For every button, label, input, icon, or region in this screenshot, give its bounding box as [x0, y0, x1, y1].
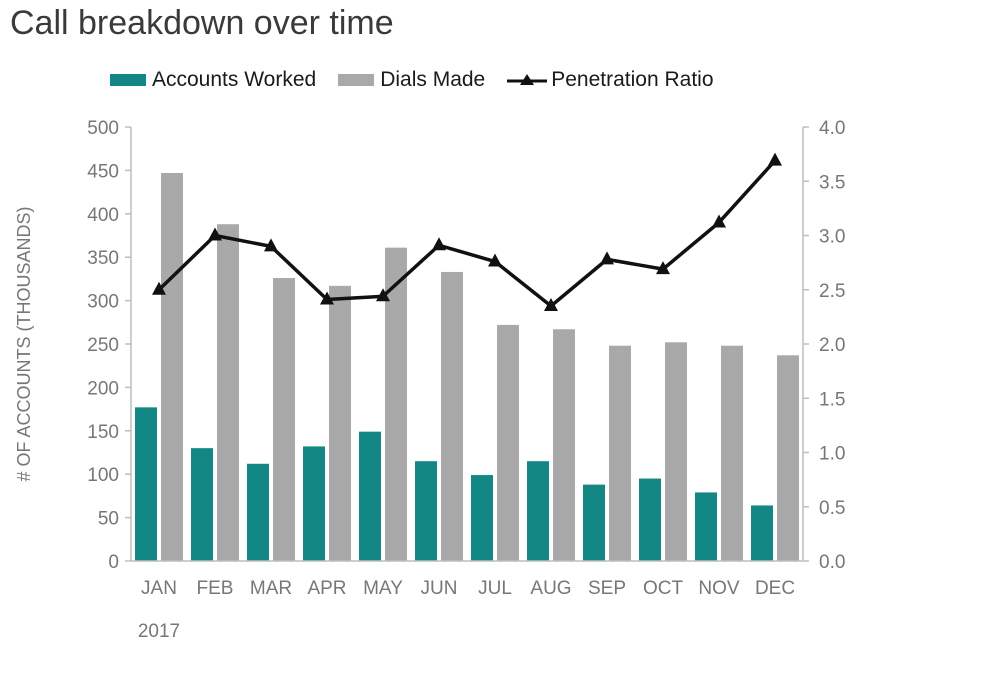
legend-item-dials-made: Dials Made: [338, 68, 485, 92]
penetration-ratio-marker-jun: [432, 237, 446, 251]
bar-accounts-worked-aug: [527, 461, 549, 561]
x-tick-label: MAY: [363, 578, 403, 599]
bar-dials-made-jan: [161, 173, 183, 561]
bar-accounts-worked-jun: [415, 461, 437, 561]
y2-tick-label: 2.0: [819, 335, 845, 356]
legend-item-penetration-ratio: Penetration Ratio: [507, 68, 714, 92]
bar-dials-made-nov: [721, 345, 743, 561]
penetration-ratio-marker-mar: [264, 238, 278, 252]
penetration-ratio-marker-jan: [152, 281, 166, 295]
bar-accounts-worked-dec: [751, 505, 773, 561]
x-tick-label: AUG: [530, 578, 571, 599]
bar-accounts-worked-jan: [135, 407, 157, 561]
bar-dials-made-aug: [553, 329, 575, 561]
y2-tick-label: 0.5: [819, 498, 845, 519]
y-tick-label: 150: [87, 422, 119, 443]
legend-swatch-accounts-worked: [110, 74, 146, 86]
legend-swatch-dials-made: [338, 74, 375, 86]
bar-accounts-worked-may: [359, 431, 381, 561]
bar-dials-made-sep: [609, 345, 631, 561]
bar-accounts-worked-sep: [583, 484, 605, 561]
legend-line-triangle-icon: [507, 74, 548, 85]
y2-tick-label: 0.0: [819, 552, 845, 573]
y-tick-label: 0: [108, 552, 119, 573]
y2-tick-label: 4.0: [819, 118, 845, 139]
penetration-ratio-marker-aug: [544, 298, 558, 312]
bar-dials-made-apr: [329, 285, 351, 561]
bar-dials-made-may: [385, 247, 407, 562]
x-tick-label: MAR: [250, 578, 292, 599]
y2-tick-label: 2.5: [819, 281, 845, 302]
bar-accounts-worked-nov: [695, 492, 717, 561]
x-tick-label: DEC: [755, 578, 795, 599]
penetration-ratio-marker-jul: [488, 253, 502, 267]
y2-tick-label: 1.5: [819, 389, 845, 410]
bar-accounts-worked-oct: [639, 478, 661, 561]
year-label: 2017: [138, 621, 180, 642]
bar-dials-made-mar: [273, 278, 295, 561]
y-tick-label: 300: [87, 292, 119, 313]
penetration-ratio-marker-nov: [712, 214, 726, 228]
penetration-ratio-line: [157, 159, 777, 308]
bar-dials-made-dec: [777, 355, 799, 561]
y-tick-label: 50: [98, 509, 119, 530]
y-tick-label: 500: [87, 118, 119, 139]
penetration-ratio-marker-sep: [600, 251, 614, 265]
legend-label-dials-made: Dials Made: [380, 68, 486, 91]
y-tick-label: 450: [87, 161, 119, 182]
y-axis-title: # OF ACCOUNTS (THOUSANDS): [14, 206, 34, 481]
bar-dials-made-feb: [217, 224, 239, 561]
bar-accounts-worked-mar: [247, 463, 269, 561]
y-tick-label: 250: [87, 335, 119, 356]
legend: Accounts Worked Dials Made Penetration R…: [110, 68, 736, 92]
y-tick-label: 400: [87, 205, 119, 226]
bar-dials-made-jun: [441, 271, 463, 561]
penetration-ratio-marker-feb: [208, 227, 222, 241]
legend-item-accounts-worked: Accounts Worked: [110, 68, 316, 92]
y2-tick-label: 3.5: [819, 172, 845, 193]
bar-dials-made-jul: [497, 324, 519, 561]
y-tick-label: 100: [87, 465, 119, 486]
x-tick-label: JUN: [421, 578, 458, 599]
y-tick-label: 200: [87, 378, 119, 399]
penetration-ratio-marker-apr: [320, 291, 334, 305]
bar-dials-made-oct: [665, 342, 687, 561]
x-tick-label: SEP: [588, 578, 626, 599]
penetration-ratio-marker-oct: [656, 261, 670, 275]
penetration-ratio-marker-may: [376, 288, 390, 302]
penetration-ratio-marker-dec: [768, 152, 782, 166]
legend-label-accounts-worked: Accounts Worked: [152, 68, 317, 91]
x-tick-label: OCT: [643, 578, 684, 599]
legend-label-penetration-ratio: Penetration Ratio: [551, 68, 714, 91]
y-tick-label: 350: [87, 248, 119, 269]
bar-accounts-worked-feb: [191, 448, 213, 561]
y2-tick-label: 1.0: [819, 444, 845, 465]
x-tick-label: JUL: [478, 578, 512, 599]
bar-accounts-worked-apr: [303, 446, 325, 561]
x-tick-label: NOV: [698, 578, 740, 599]
chart-title: Call breakdown over time: [10, 4, 394, 42]
x-tick-label: JAN: [141, 578, 177, 599]
bar-accounts-worked-jul: [471, 475, 493, 561]
x-tick-label: APR: [307, 578, 346, 599]
x-tick-label: FEB: [197, 578, 234, 599]
y2-tick-label: 3.0: [819, 227, 845, 248]
